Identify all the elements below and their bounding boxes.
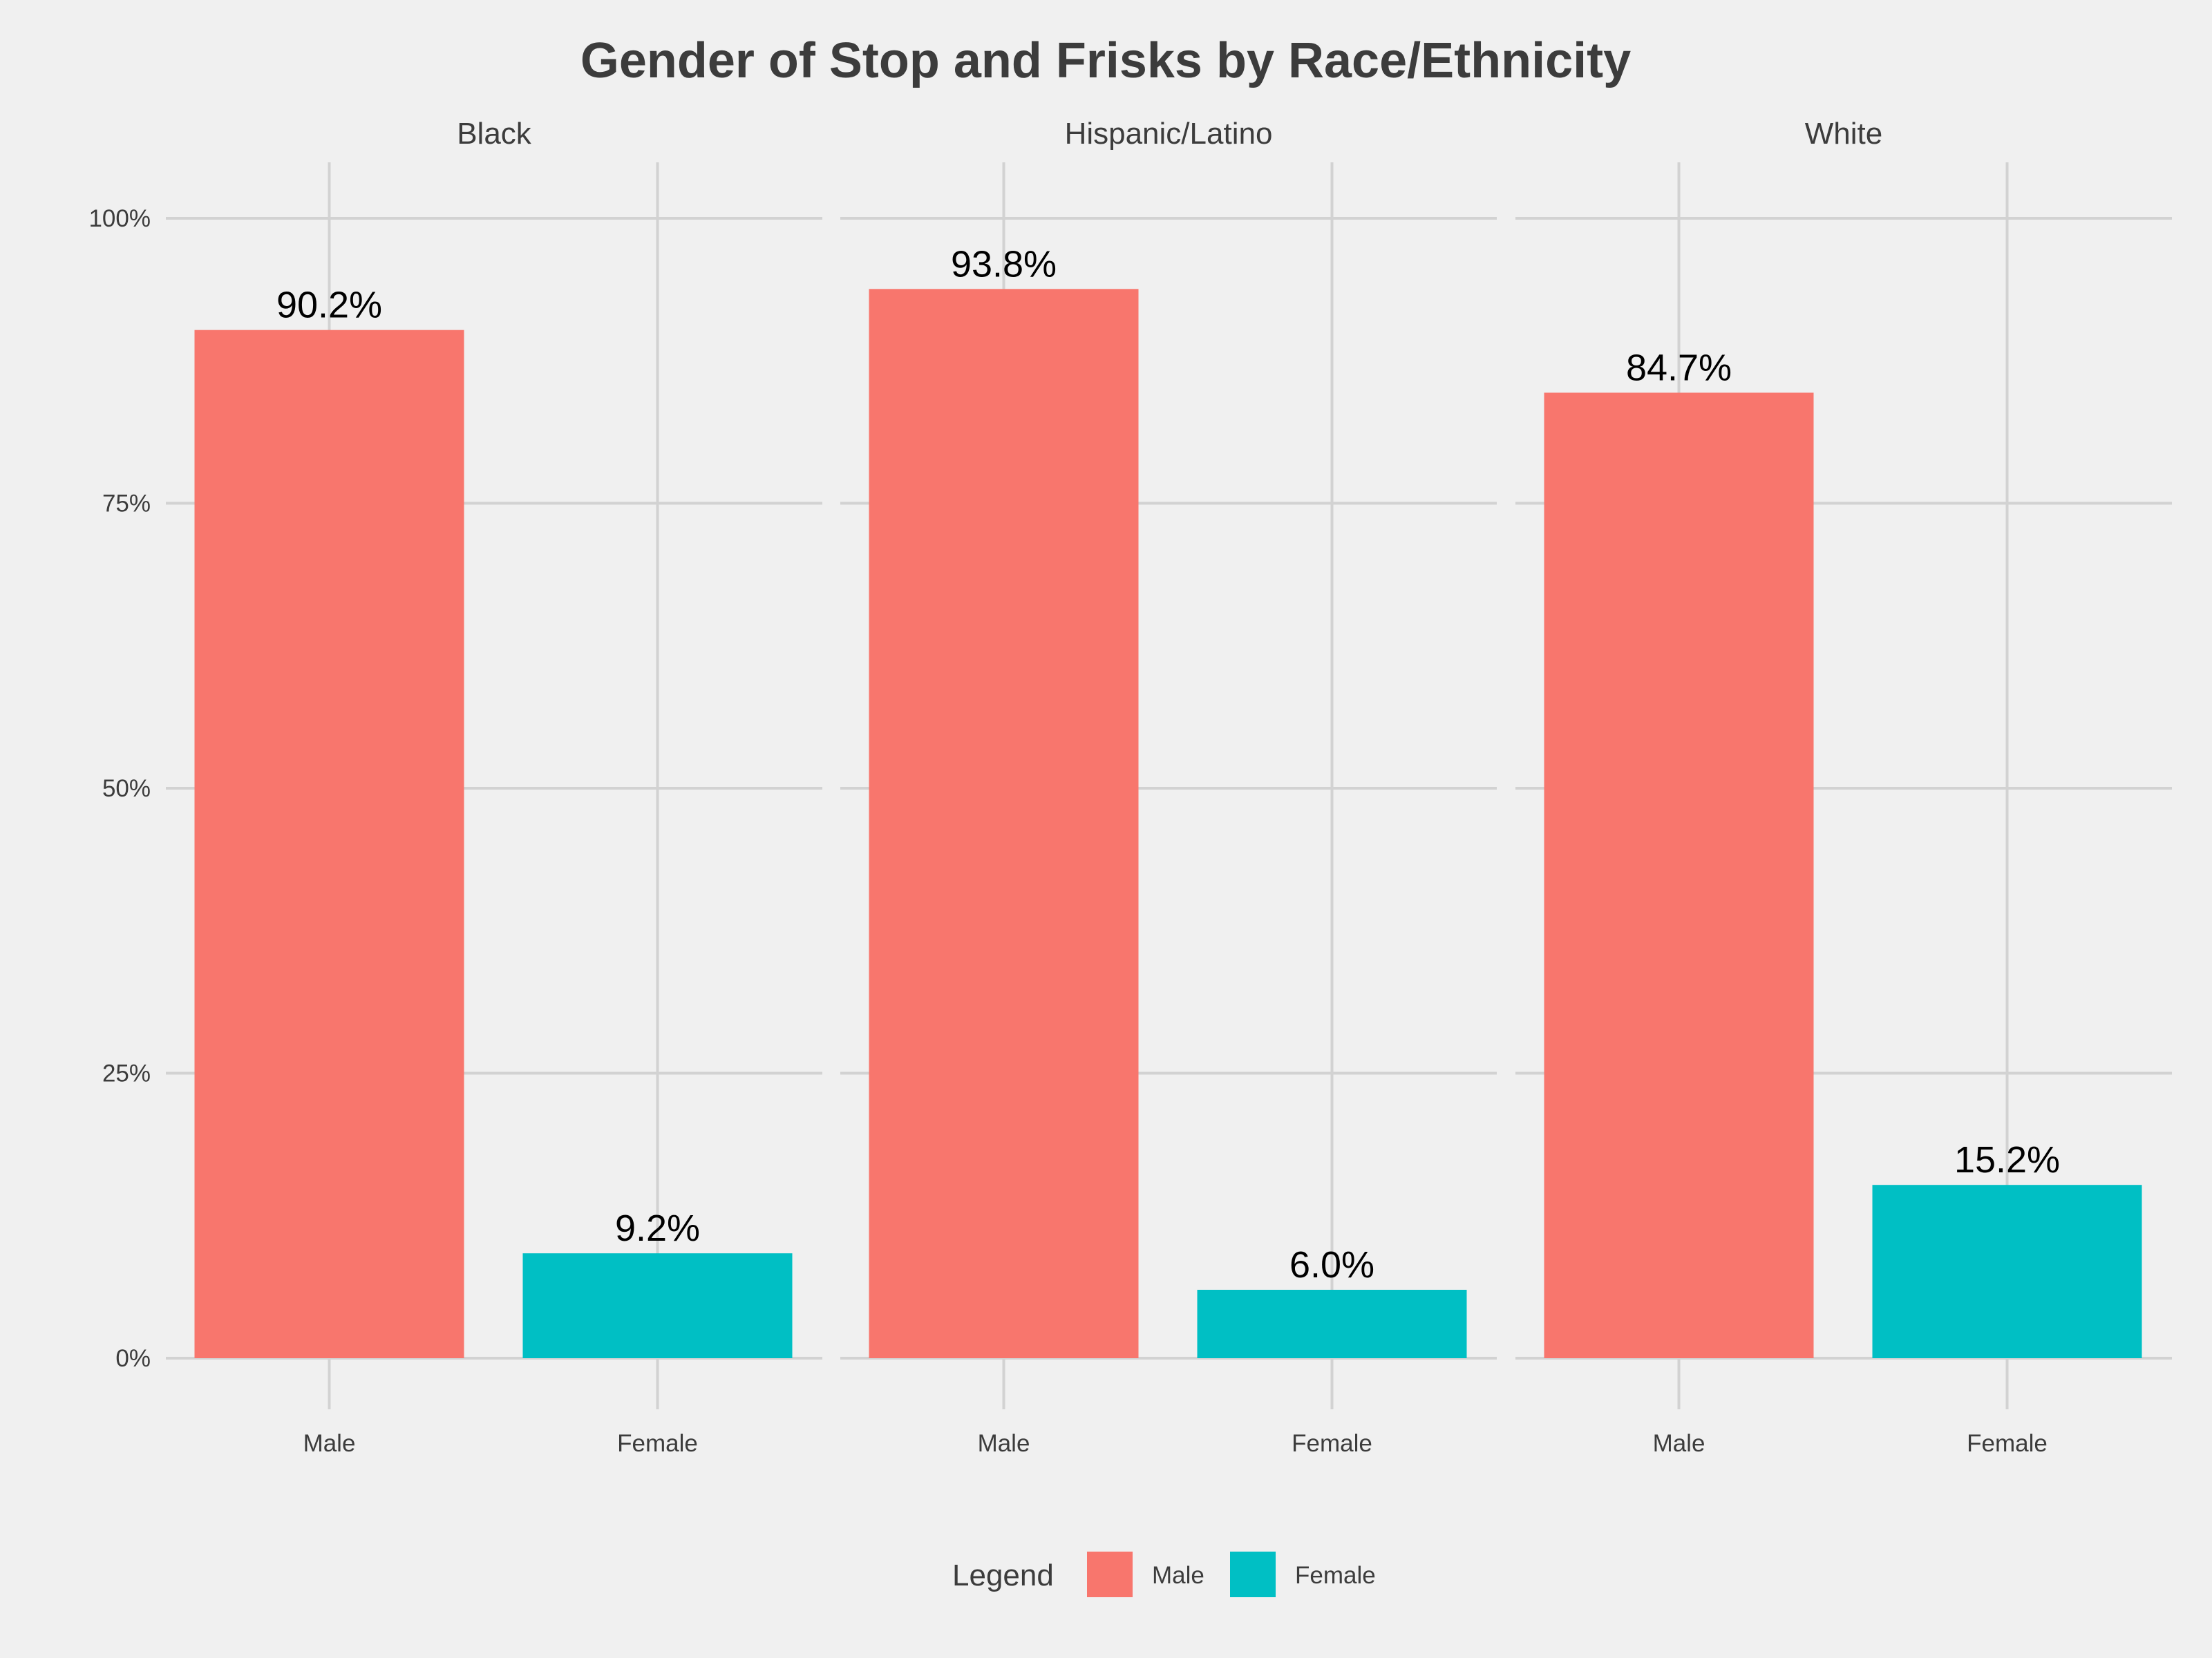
x-tick-label: Female [1967, 1430, 2048, 1457]
data-label: 84.7% [1626, 347, 1732, 388]
legend-title: Legend [952, 1559, 1054, 1592]
y-tick-label: 75% [102, 490, 151, 517]
legend-label: Male [1152, 1562, 1204, 1589]
legend-key-female [1230, 1552, 1276, 1597]
facet-panel: Hispanic/Latino 93.8% Male 6.0% Female [840, 117, 1497, 1457]
y-tick-label: 100% [88, 205, 151, 232]
chart-title: Gender of Stop and Frisks by Race/Ethnic… [580, 33, 1631, 88]
data-label: 93.8% [951, 243, 1057, 285]
facet-label: Black [457, 117, 532, 151]
data-label: 9.2% [615, 1208, 700, 1249]
bar-female [1197, 1290, 1467, 1358]
x-tick-label: Female [617, 1430, 698, 1457]
data-label: 15.2% [1954, 1139, 2060, 1181]
data-label: 90.2% [276, 285, 382, 326]
facet-label: White [1805, 117, 1882, 151]
y-tick-label: 25% [102, 1060, 151, 1087]
bar-female [522, 1253, 793, 1358]
y-tick-label: 0% [115, 1345, 151, 1372]
facet-panel: Black 90.2% Male 9.2% Female [166, 117, 822, 1457]
bar-male [1544, 392, 1814, 1359]
y-tick-label: 50% [102, 775, 151, 802]
plot-layer: 0%25%50%75%100%Black90.2%Male9.2%FemaleH… [88, 117, 2172, 1457]
facet-panel: White 84.7% Male 15.2% Female [1515, 117, 2172, 1457]
facet-label: Hispanic/Latino [1065, 117, 1273, 151]
bar-female [1872, 1185, 2142, 1358]
x-tick-label: Male [303, 1430, 356, 1457]
legend-label: Female [1295, 1562, 1376, 1589]
x-tick-label: Female [1292, 1430, 1372, 1457]
bar-male [869, 289, 1139, 1358]
legend-key-male [1087, 1552, 1133, 1597]
x-tick-label: Male [978, 1430, 1030, 1457]
bar-male [194, 330, 464, 1359]
data-label: 6.0% [1289, 1244, 1374, 1286]
x-tick-label: Male [1653, 1430, 1705, 1457]
legend: Legend Male Female [952, 1552, 1376, 1597]
